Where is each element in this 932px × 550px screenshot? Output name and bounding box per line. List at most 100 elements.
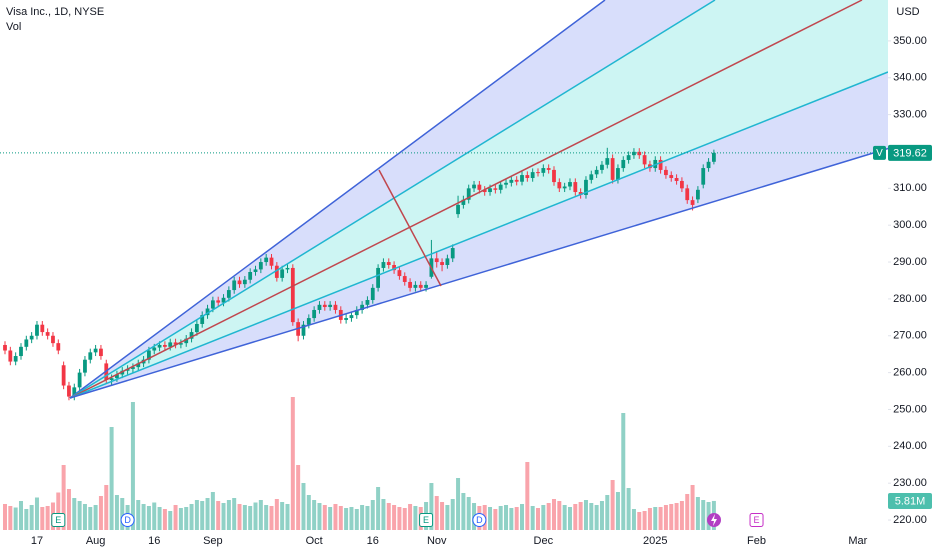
volume-bar [120,498,125,530]
candle-body [328,304,333,308]
volume-bar [674,503,679,530]
price-axis-bg [888,0,932,550]
y-tick-label: 350.00 [893,35,927,47]
candle-body [472,184,476,189]
volume-bar [221,503,226,530]
volume-bar [637,512,642,530]
candle-body [365,300,370,305]
currency-label: USD [896,6,919,18]
y-tick-label: 330.00 [893,109,927,121]
candle-body [504,182,508,185]
event-icon [749,513,764,527]
candle-body [626,155,631,160]
event-label: D [476,515,483,525]
volume-bar [253,502,258,530]
x-tick-label: Dec [534,535,554,547]
candle-body [408,281,412,288]
last-price-tag-bg [888,144,932,161]
volume-bar [647,508,652,530]
volume-bar [701,500,706,530]
volume-bar [88,507,93,530]
x-tick-label: 17 [31,535,43,547]
volume-bar [77,501,82,530]
volume-bar [589,503,594,530]
volume-bar [370,500,375,530]
candle-body [456,204,460,215]
volume-bar [328,507,333,530]
volume-bar [631,509,636,530]
candle-body [51,335,55,344]
candle-body [541,168,546,173]
volume-bar [679,501,684,530]
volume-bar [162,509,167,530]
candle-body [552,169,556,183]
volume-bar [413,506,418,530]
volume-bar [173,505,178,530]
volume-bar [386,503,391,530]
volume-bar [402,508,407,530]
volume-bar [109,427,114,530]
event-label: E [754,515,760,525]
candle-body [13,356,18,362]
volume-bar [530,506,535,530]
volume-bar [434,496,439,530]
lightning-icon [711,514,717,526]
candle-body [333,304,338,310]
volume-bar [98,496,103,530]
volume-bar [626,488,631,530]
candle-body [445,258,450,265]
volume-bar [216,501,221,530]
volume-bar [461,493,466,530]
candle-body [674,178,679,181]
candle-body [178,343,183,345]
y-tick-label: 310.00 [893,182,927,194]
candle-body [312,309,317,319]
x-tick-label: Oct [306,535,323,547]
volume-bar [408,504,413,530]
candle-body [221,297,226,303]
volume-bar [24,509,29,530]
candle-body [360,304,365,310]
volume-bar [168,511,173,530]
chart-title: Visa Inc., 1D, NYSE [6,6,104,18]
candle-body [605,158,610,165]
y-tick-label: 220.00 [893,514,927,526]
volume-bar [440,502,445,530]
candle-body [546,168,551,170]
volume-bar [551,499,556,530]
candle-body [488,188,492,193]
x-tick-label: Aug [86,535,106,547]
event-icon [472,513,487,527]
volume-bar [210,492,215,530]
candle-body [530,172,535,179]
candle-body [216,300,221,303]
candle-body [35,324,39,336]
candle-body [461,199,466,205]
event-label: E [55,515,61,525]
candle-body [642,155,647,165]
candle-body [258,262,263,270]
volume-bar [562,505,567,530]
candle-body [493,188,498,190]
candle-body [680,180,684,189]
x-tick-label: Nov [427,535,447,547]
candle-body [685,188,690,201]
volume-bar [264,505,269,530]
volume-bar [104,485,109,530]
symbol-tag-bg [873,145,886,160]
candle-body [194,323,199,333]
candle-body [99,348,103,357]
candle-body [525,175,530,179]
volume-bar [72,498,77,530]
candle-body [610,158,615,180]
candle-body [72,387,77,397]
volume-bar [381,499,386,530]
candle-body [163,344,167,347]
volume-bar [333,504,338,530]
y-tick-label: 250.00 [893,403,927,415]
volume-bar [184,507,189,530]
volume-bar [82,504,87,530]
candle-body [242,279,247,285]
candles [3,147,716,401]
candle-body [115,374,119,379]
